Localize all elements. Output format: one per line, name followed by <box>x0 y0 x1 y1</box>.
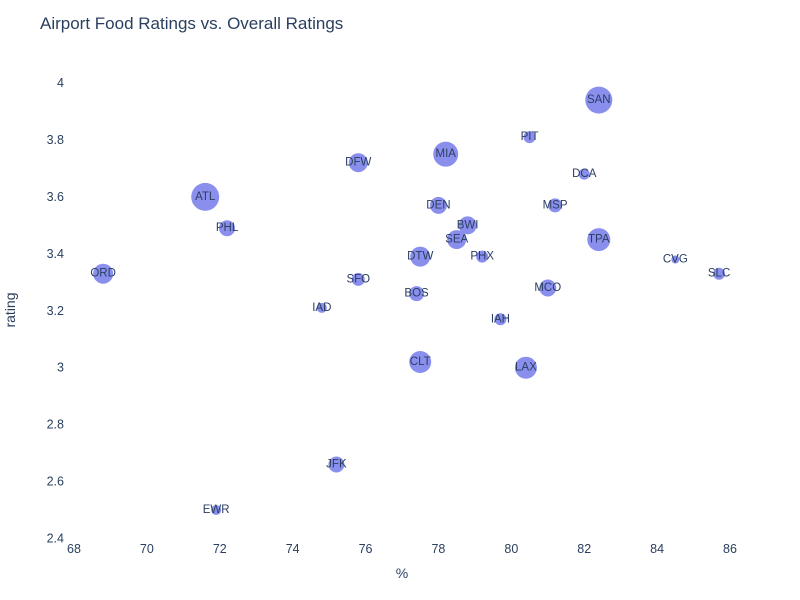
data-point[interactable]: CVG <box>663 254 688 266</box>
data-point[interactable]: DFW <box>345 153 372 173</box>
data-point[interactable]: PHX <box>470 250 494 263</box>
y-tick-label: 3.2 <box>47 304 64 318</box>
x-tick-label: 78 <box>431 542 445 556</box>
data-point-marker[interactable] <box>409 286 425 302</box>
data-point-marker[interactable] <box>219 220 236 237</box>
data-point-marker[interactable] <box>539 279 557 297</box>
data-point[interactable]: BOS <box>404 286 429 302</box>
y-tick-label: 4 <box>57 76 64 90</box>
x-axis-title: % <box>396 565 408 581</box>
y-tick-label: 2.6 <box>47 475 64 489</box>
data-point-marker[interactable] <box>514 356 537 379</box>
data-point-marker[interactable] <box>476 250 489 263</box>
y-tick-label: 3.8 <box>47 133 64 147</box>
data-point[interactable]: ORD <box>90 263 116 284</box>
x-tick-label: 70 <box>140 542 154 556</box>
y-tick-label: 2.4 <box>47 532 64 546</box>
data-point[interactable]: DEN <box>426 196 451 214</box>
data-point[interactable]: PHL <box>216 220 239 237</box>
y-tick-label: 3 <box>57 361 64 375</box>
data-point-marker[interactable] <box>585 86 613 114</box>
data-point[interactable]: TPA <box>587 228 611 252</box>
data-point-marker[interactable] <box>410 246 431 267</box>
data-point[interactable]: SLC <box>708 267 730 280</box>
data-point-marker[interactable] <box>409 350 432 373</box>
data-point[interactable]: DTW <box>407 246 433 267</box>
data-point[interactable]: JFK <box>326 456 347 473</box>
data-point-marker[interactable] <box>348 153 368 173</box>
data-point[interactable]: IAD <box>312 302 331 314</box>
chart-title: Airport Food Ratings vs. Overall Ratings <box>40 14 343 33</box>
data-point-marker[interactable] <box>328 456 345 473</box>
data-point-marker[interactable] <box>351 272 365 286</box>
y-axis-ticks: 2.4 2.6 2.8 3 3.2 3.4 3.6 3.8 4 <box>47 76 64 546</box>
data-point-marker[interactable] <box>191 182 220 211</box>
data-point-marker[interactable] <box>211 505 222 516</box>
data-point-marker[interactable] <box>523 131 536 144</box>
data-point[interactable]: MSP <box>543 198 568 213</box>
data-point[interactable]: MIA <box>433 141 459 167</box>
data-point-marker[interactable] <box>429 196 447 214</box>
data-point[interactable]: CLT <box>409 350 432 373</box>
data-point[interactable]: SAN <box>585 86 613 114</box>
data-point[interactable]: PIT <box>521 131 539 144</box>
y-tick-label: 3.6 <box>47 190 64 204</box>
data-point[interactable]: IAH <box>491 313 510 326</box>
y-tick-label: 2.8 <box>47 418 64 432</box>
data-point-marker[interactable] <box>316 302 327 313</box>
data-point-marker[interactable] <box>433 141 459 167</box>
data-point-marker[interactable] <box>494 313 507 326</box>
data-point-marker[interactable] <box>548 198 563 213</box>
data-point[interactable]: SFO <box>346 272 370 286</box>
x-tick-label: 86 <box>723 542 737 556</box>
data-point[interactable]: MCO <box>534 279 561 297</box>
data-point[interactable]: LAX <box>514 356 537 379</box>
data-point[interactable]: ATL <box>191 182 220 211</box>
data-point-marker[interactable] <box>458 216 477 235</box>
y-axis-title: rating <box>2 292 18 327</box>
data-point-marker[interactable] <box>713 267 726 280</box>
y-tick-label: 3.4 <box>47 247 64 261</box>
data-point[interactable]: EWR <box>203 504 230 516</box>
x-tick-label: 84 <box>650 542 664 556</box>
x-tick-label: 72 <box>213 542 227 556</box>
data-point-marker[interactable] <box>93 263 114 284</box>
data-point[interactable]: DCA <box>572 168 597 180</box>
x-tick-label: 74 <box>286 542 300 556</box>
data-point-marker[interactable] <box>578 168 590 180</box>
data-point-marker[interactable] <box>447 230 467 250</box>
x-tick-label: 82 <box>577 542 591 556</box>
x-axis-ticks: 68 70 72 74 76 78 80 82 84 86 <box>67 542 737 556</box>
data-point-marker[interactable] <box>587 228 611 252</box>
x-tick-label: 80 <box>504 542 518 556</box>
x-tick-label: 68 <box>67 542 81 556</box>
data-point-marker[interactable] <box>671 255 680 264</box>
x-tick-label: 76 <box>359 542 373 556</box>
